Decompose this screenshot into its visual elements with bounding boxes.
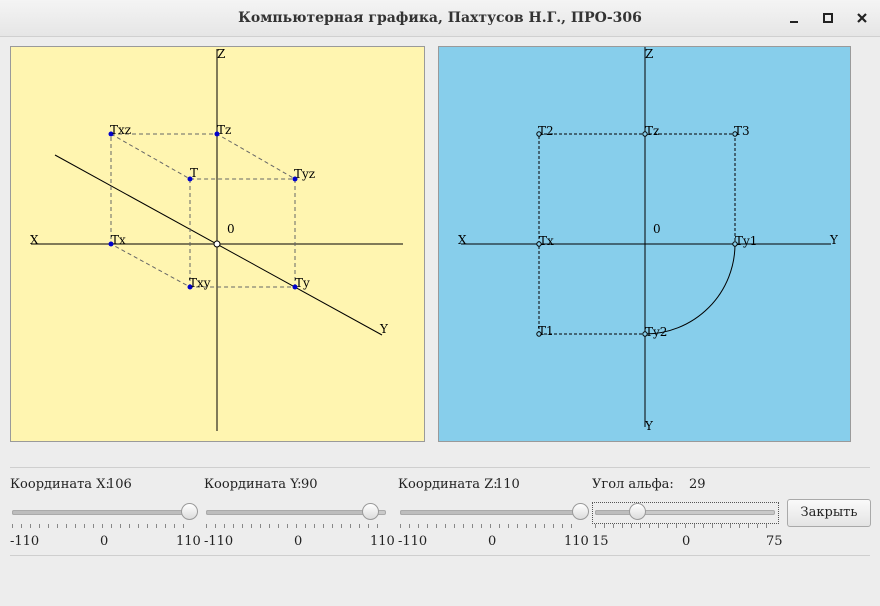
t1-label: T1 <box>538 324 554 338</box>
point-tz <box>642 131 648 137</box>
point-ty2 <box>642 331 648 337</box>
z-mid-label: 0 <box>488 534 497 549</box>
tyz-label: Tyz <box>294 167 315 181</box>
title-bar: Компьютерная графика, Пахтусов Н.Г., ПРО… <box>0 0 880 37</box>
z-coordinate-slider[interactable] <box>400 500 589 530</box>
point-t1 <box>536 331 542 337</box>
y-mid-label: 0 <box>294 534 303 549</box>
txy-label: Txy <box>189 276 211 290</box>
slider-ticks <box>206 524 386 528</box>
point-tx <box>108 241 114 247</box>
tz-label: Tz <box>645 124 659 138</box>
axonometric-view: Z X Y 0 Txz Tz T Tyz Tx Txy Ty <box>10 46 425 442</box>
x-label: X <box>30 233 39 247</box>
alpha-mid-label: 0 <box>682 534 691 549</box>
slider-handle[interactable] <box>361 503 379 520</box>
z-coordinate-label: Координата Z: <box>398 477 498 492</box>
x-min-label: -110 <box>10 534 40 549</box>
y-min-label: -110 <box>204 534 234 549</box>
alpha-angle-value: 29 <box>689 477 706 492</box>
alpha-angle-label: Угол альфа: <box>592 477 674 492</box>
alpha-slider-focus-frame <box>592 502 779 524</box>
close-button[interactable]: Закрыть <box>787 499 871 527</box>
epure-view: Z X Y Y 0 T2 Tz T3 Tx Ty1 T1 Ty2 <box>438 46 851 442</box>
tx-label: Tx <box>539 234 554 248</box>
window-title: Компьютерная графика, Пахтусов Н.Г., ПРО… <box>238 10 642 26</box>
origin-label: 0 <box>653 222 661 236</box>
ty2-label: Ty2 <box>645 325 667 339</box>
minimize-icon[interactable] <box>784 8 804 28</box>
x-coordinate-label: Координата X: <box>10 477 110 492</box>
point-t3 <box>732 131 738 137</box>
point-tz <box>214 131 220 137</box>
z-label: Z <box>217 47 225 61</box>
y-label: Y <box>379 322 389 336</box>
transfer-arc <box>644 243 736 335</box>
alpha-max-label: 75 <box>766 534 783 549</box>
origin-label: 0 <box>227 222 235 236</box>
y-coordinate-slider[interactable] <box>206 500 386 530</box>
projection-lines <box>538 133 736 335</box>
maximize-icon[interactable] <box>818 8 838 28</box>
slider-handle[interactable] <box>180 503 198 520</box>
slider-fill <box>400 510 582 515</box>
x-max-label: 110 <box>176 534 201 549</box>
txz-label: Txz <box>110 123 131 137</box>
slider-fill <box>206 510 372 515</box>
point-ty <box>292 284 298 290</box>
slider-ticks <box>595 524 775 528</box>
t2-label: T2 <box>538 124 554 138</box>
slider-fill <box>12 510 191 515</box>
tx-label: Tx <box>111 233 126 247</box>
slider-ticks <box>12 524 192 528</box>
y-bottom-label: Y <box>644 419 654 433</box>
y-max-label: 110 <box>370 534 395 549</box>
x-label: X <box>458 233 467 247</box>
slider-handle[interactable] <box>572 503 589 520</box>
slider-ticks <box>400 524 580 528</box>
projection-lines <box>110 133 296 288</box>
t-label: T <box>190 166 198 180</box>
slider-handle[interactable] <box>628 503 646 520</box>
close-icon[interactable] <box>852 8 872 28</box>
x-mid-label: 0 <box>100 534 109 549</box>
z-label: Z <box>645 47 653 61</box>
point-txy <box>187 284 193 290</box>
separator-top <box>10 467 870 468</box>
ty-label: Ty <box>295 276 310 290</box>
point-tx <box>536 241 542 247</box>
point-t2 <box>536 131 542 137</box>
projection-points <box>108 131 298 290</box>
separator-bottom <box>10 555 870 556</box>
alpha-min-label: 15 <box>592 534 609 549</box>
y-coordinate-value: 90 <box>301 477 318 492</box>
x-coordinate-slider[interactable] <box>12 500 198 530</box>
alpha-angle-slider[interactable] <box>595 500 775 530</box>
origin-point <box>213 240 221 248</box>
axonometric-canvas: Z X Y 0 Txz Tz T Tyz Tx Txy Ty <box>30 47 403 431</box>
point-tyz <box>292 176 298 182</box>
z-min-label: -110 <box>398 534 428 549</box>
point-txz <box>108 131 114 137</box>
x-coordinate-value: 106 <box>107 477 132 492</box>
projection-points <box>536 131 738 337</box>
point-ty1 <box>732 241 738 247</box>
y-coordinate-label: Координата Y: <box>204 477 302 492</box>
z-max-label: 110 <box>564 534 589 549</box>
z-coordinate-value: 110 <box>495 477 520 492</box>
point-t <box>187 176 193 182</box>
y-right-label: Y <box>829 233 839 247</box>
tz-label: Tz <box>217 123 231 137</box>
epure-canvas: Z X Y Y 0 T2 Tz T3 Tx Ty1 T1 Ty2 <box>458 47 839 433</box>
t3-label: T3 <box>734 124 750 138</box>
ty1-label: Ty1 <box>735 234 757 248</box>
